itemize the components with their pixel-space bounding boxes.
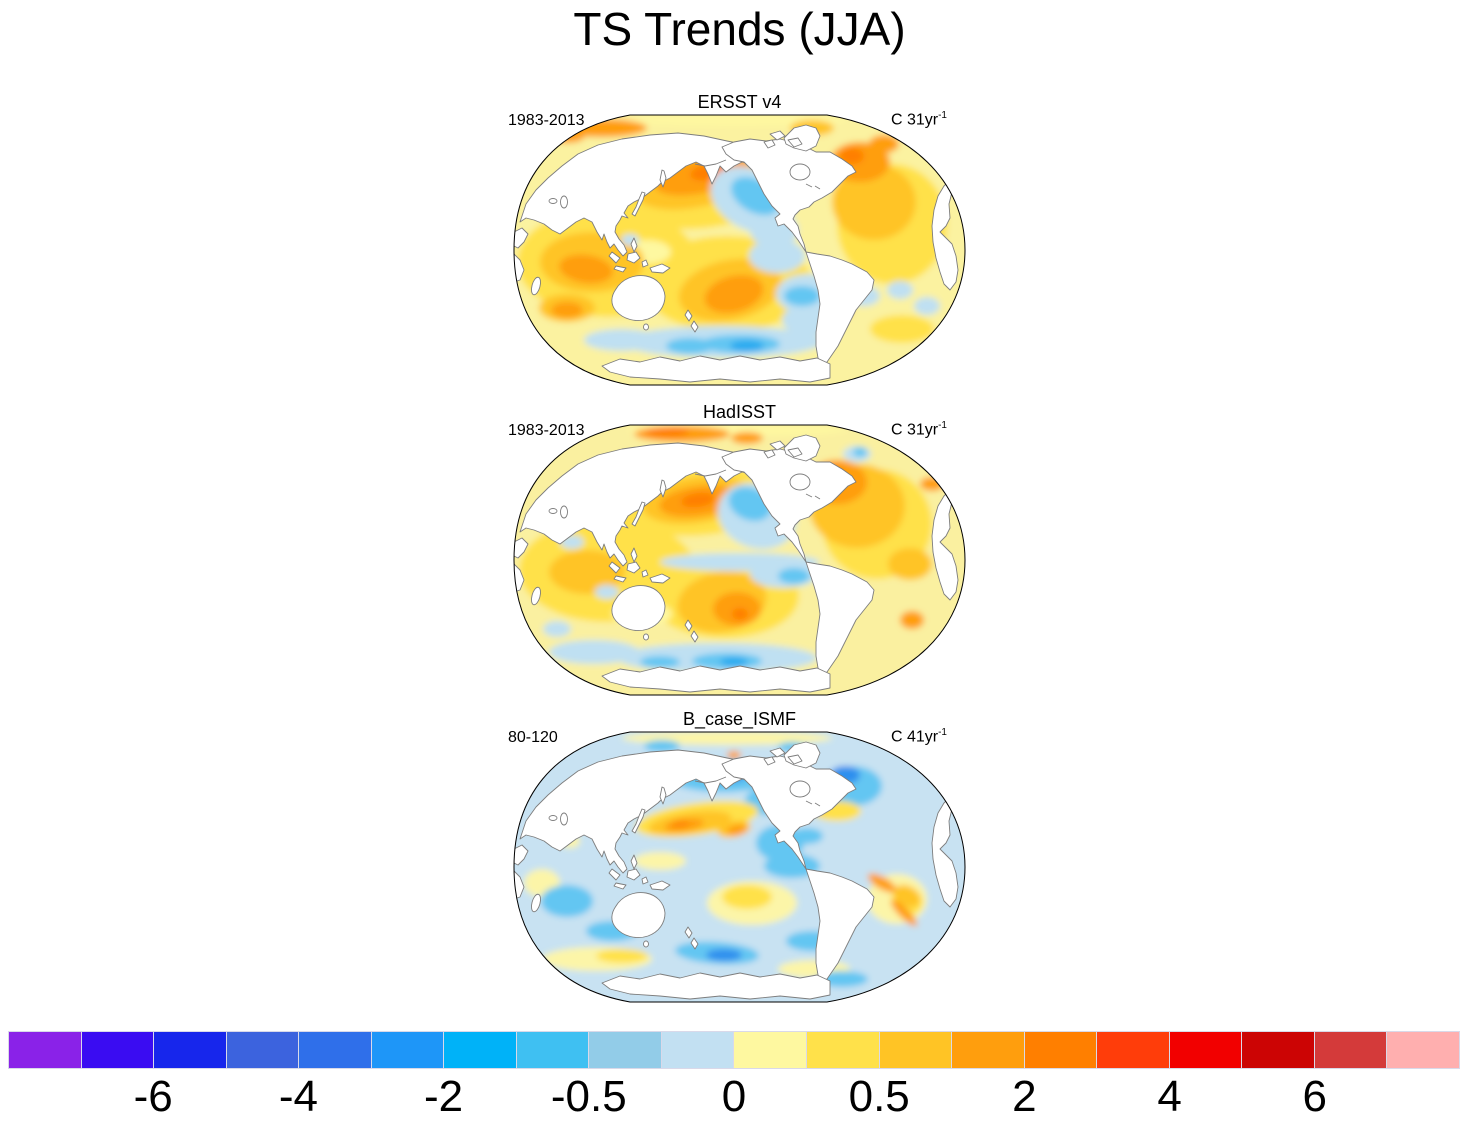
panel-units-label: C 31yr-1	[890, 420, 947, 439]
field-blob	[595, 585, 619, 599]
colorbar-segment	[733, 1032, 807, 1068]
colorbar-segment	[660, 1032, 734, 1068]
panel-ersst-v4: ERSST v4 1983-2013 C 31yr-1	[508, 92, 967, 388]
field-blob	[644, 740, 680, 752]
field-blob	[920, 477, 944, 491]
field-blob	[870, 315, 934, 343]
field-blob	[704, 274, 764, 314]
field-blob	[732, 608, 748, 620]
field-blob	[890, 899, 918, 927]
colorbar-segment	[806, 1032, 879, 1068]
field-blob	[559, 254, 613, 284]
colorbar-segment	[1386, 1032, 1459, 1068]
colorbar-segment	[951, 1032, 1024, 1068]
colorbar-segment	[9, 1032, 81, 1068]
field-blob	[596, 949, 648, 963]
map-outline	[513, 731, 966, 1003]
field-blob	[622, 732, 832, 745]
field-blob	[645, 427, 689, 437]
colorbar-segment	[298, 1032, 371, 1068]
field-blob	[706, 949, 742, 961]
colorbar-segment	[443, 1032, 516, 1068]
field-blob	[727, 751, 741, 759]
map-panel-0	[513, 114, 966, 386]
field-blob	[551, 302, 583, 318]
field-blob	[727, 824, 747, 836]
colorbar-tick-label: 0	[721, 1072, 747, 1121]
colorbar-tick-label: 2	[1012, 1072, 1037, 1121]
colorbar-segment	[515, 1032, 589, 1068]
field-blob	[541, 885, 593, 917]
field-blob	[764, 854, 820, 878]
field-blob	[666, 338, 714, 354]
field-blob	[784, 286, 820, 306]
field-blob	[853, 447, 867, 457]
field-blob	[722, 885, 772, 909]
colorbar-tick-label: -6	[133, 1072, 173, 1121]
field-blob	[627, 115, 847, 126]
field-blob	[914, 297, 940, 315]
field-blob	[730, 340, 764, 352]
panel-title: B_case_ISMF	[682, 709, 797, 729]
field-blob	[749, 239, 805, 273]
field-blob	[549, 550, 625, 594]
panel-units-label: C 41yr-1	[890, 727, 947, 746]
field-blob	[832, 164, 916, 240]
field-blob	[584, 329, 660, 351]
colorbar-segment	[80, 1032, 154, 1068]
colorbar-tick-label: 6	[1302, 1072, 1328, 1121]
field-blob	[671, 820, 689, 828]
colorbar-tick-label: 0.5	[848, 1072, 910, 1121]
field-blob	[791, 828, 823, 844]
units-exponent: -1	[938, 110, 947, 121]
field-blob	[731, 432, 763, 444]
panel-hadisst: HadISST 1983-2013 C 31yr-1	[508, 402, 967, 698]
field-blob	[893, 884, 921, 908]
field-blob	[681, 492, 715, 508]
colorbar-segment	[588, 1032, 661, 1068]
map-panel-1	[513, 424, 966, 696]
colorbar-segment	[153, 1032, 226, 1068]
panel-title: HadISST	[702, 402, 777, 422]
units-exponent: -1	[938, 727, 947, 738]
map-outline	[513, 424, 966, 696]
field-blob	[888, 548, 932, 580]
field-blob	[640, 656, 680, 668]
field-blob	[900, 611, 924, 629]
colorbar-segment	[878, 1032, 952, 1068]
panel-period-label: 80-120	[508, 729, 558, 746]
map-outline	[513, 114, 966, 386]
panel-period-label: 1983-2013	[508, 112, 585, 129]
field-blob	[778, 568, 810, 584]
panel-units-label: C 31yr-1	[890, 110, 947, 129]
colorbar-tick-label: 4	[1157, 1072, 1182, 1121]
figure-title: TS Trends (JJA)	[573, 3, 906, 55]
colorbar-segment	[370, 1032, 444, 1068]
colorbar	[8, 1031, 1460, 1069]
units-exponent: -1	[938, 420, 947, 431]
field-blob	[840, 148, 864, 164]
field-blob	[549, 640, 639, 664]
colorbar-segment	[1096, 1032, 1169, 1068]
field-blob	[869, 135, 899, 153]
panel-title: ERSST v4	[697, 92, 782, 112]
field-blob	[887, 281, 913, 299]
field-blob	[720, 657, 748, 667]
field-blob	[867, 873, 897, 893]
field-blob	[634, 852, 686, 870]
colorbar-segment	[1023, 1032, 1097, 1068]
panel-period-label: 1983-2013	[508, 422, 585, 439]
field-blob	[549, 129, 585, 143]
colorbar-segment	[1168, 1032, 1242, 1068]
panel-b-case-ismf: B_case_ISMF 80-120 C 41yr-1	[508, 709, 967, 1005]
colorbar-tick-label: -4	[278, 1072, 318, 1121]
colorbar-segment	[1313, 1032, 1387, 1068]
colorbar-tick-label: -2	[424, 1072, 464, 1121]
field-blob	[543, 621, 571, 637]
colorbar-tick-label: -0.5	[550, 1072, 627, 1121]
colorbar-segment	[1241, 1032, 1314, 1068]
map-panel-2	[513, 731, 966, 1003]
colorbar-segment	[225, 1032, 299, 1068]
